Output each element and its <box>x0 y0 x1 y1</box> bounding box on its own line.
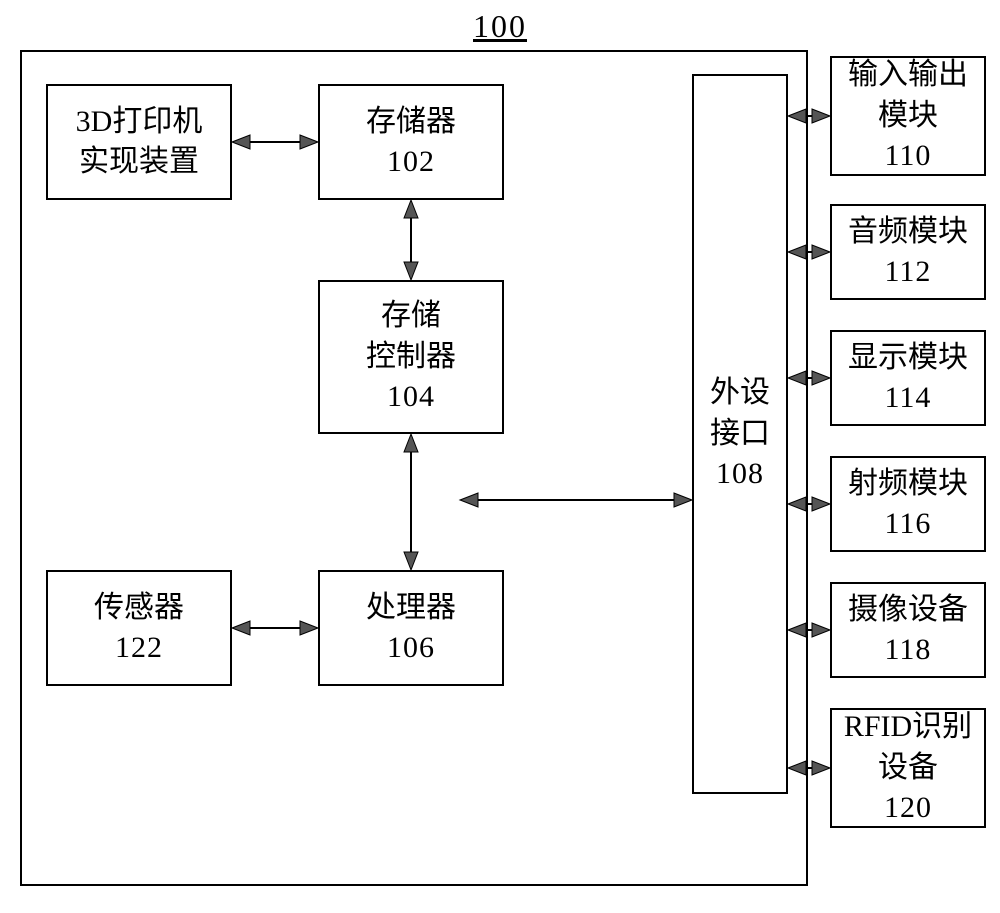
block-label: 射频模块 <box>848 464 968 505</box>
block-number: 118 <box>885 630 932 671</box>
diagram-canvas: 100 3D打印机 实现装置 存储器 102 存储 控制器 104 处理器 10… <box>0 0 1000 913</box>
block-rfid-device: RFID识别 设备 120 <box>830 708 986 828</box>
block-audio-module: 音频模块 112 <box>830 204 986 300</box>
block-label-line2: 接口 <box>710 414 770 455</box>
block-number: 110 <box>885 136 932 177</box>
diagram-title: 100 <box>0 8 1000 45</box>
block-number: 112 <box>885 252 932 293</box>
block-number: 122 <box>115 628 163 669</box>
block-label: 显示模块 <box>848 338 968 379</box>
block-memory: 存储器 102 <box>318 84 504 200</box>
block-peripheral-interface: 外设 接口 108 <box>692 74 788 794</box>
block-label-line1: 外设 <box>710 373 770 414</box>
block-rf-module: 射频模块 116 <box>830 456 986 552</box>
block-number: 106 <box>387 628 435 669</box>
block-label-line1: 存储 <box>381 296 441 337</box>
block-label-line2: 模块 <box>878 96 938 137</box>
block-number: 114 <box>885 378 932 419</box>
block-label-line2: 实现装置 <box>79 142 199 183</box>
block-label-line1: 输入输出 <box>848 55 968 96</box>
block-label-line2: 设备 <box>878 748 938 789</box>
block-label: 摄像设备 <box>848 590 968 631</box>
block-label-line2: 控制器 <box>366 337 456 378</box>
block-number: 120 <box>884 788 932 829</box>
block-display-module: 显示模块 114 <box>830 330 986 426</box>
block-number: 116 <box>885 504 932 545</box>
block-memory-controller: 存储 控制器 104 <box>318 280 504 434</box>
block-label: 处理器 <box>366 588 456 629</box>
block-number: 104 <box>387 377 435 418</box>
block-io-module: 输入输出 模块 110 <box>830 56 986 176</box>
block-camera-device: 摄像设备 118 <box>830 582 986 678</box>
block-sensor: 传感器 122 <box>46 570 232 686</box>
block-label-line1: 3D打印机 <box>76 102 203 143</box>
block-label: 音频模块 <box>848 212 968 253</box>
block-label-line1: RFID识别 <box>844 707 972 748</box>
block-label: 传感器 <box>94 588 184 629</box>
block-processor: 处理器 106 <box>318 570 504 686</box>
block-number: 102 <box>387 142 435 183</box>
block-number: 108 <box>716 454 764 495</box>
block-label: 存储器 <box>366 102 456 143</box>
block-3d-printer-device: 3D打印机 实现装置 <box>46 84 232 200</box>
